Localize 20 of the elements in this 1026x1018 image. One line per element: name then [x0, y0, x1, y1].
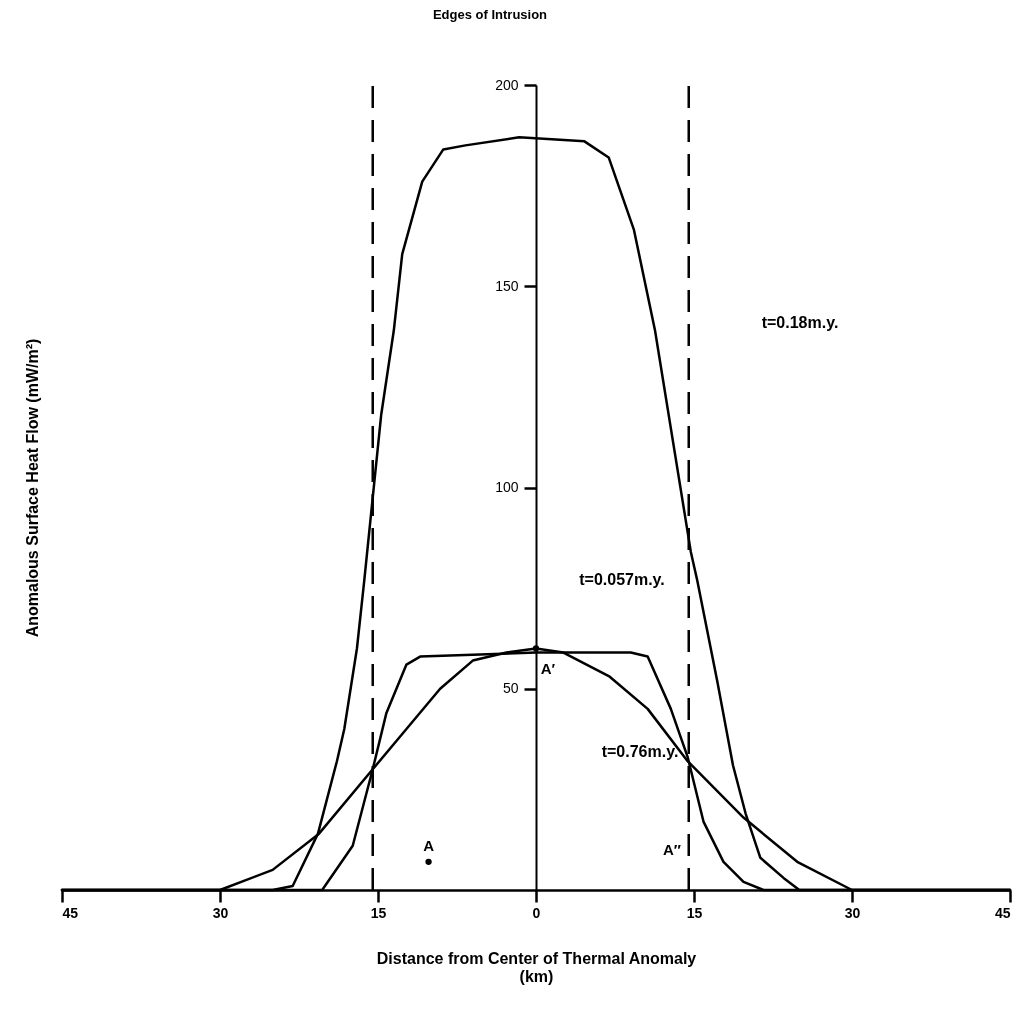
y-tick-label: 150	[495, 277, 519, 294]
x-tick-label: 30	[844, 904, 861, 921]
x-tick-label: 45	[994, 904, 1011, 921]
x-tick-label: 15	[370, 904, 387, 921]
y-tick-label: 50	[502, 680, 519, 697]
annotation: A	[423, 836, 435, 854]
x-axis-title: Distance from Center of Thermal Anomaly (km)	[376, 949, 697, 985]
annotation: A″	[662, 841, 682, 858]
y-axis-title: Anomalous Surface Heat Flow (mW/m²)	[23, 338, 41, 638]
text: Edges of Intrusion	[432, 7, 548, 22]
annotation: t=0.057m.y.	[579, 571, 665, 588]
annotation: t=0.76m.y.	[601, 743, 679, 760]
x-tick-label: 45	[62, 904, 79, 921]
annotation: t=0.18m.y.	[761, 314, 839, 331]
x-tick-label: 0	[532, 904, 541, 921]
y-tick-label: 100	[495, 479, 519, 495]
annotation: A′	[540, 659, 556, 677]
x-tick-label: 30	[212, 904, 229, 921]
x-tick-label: 15	[686, 904, 703, 921]
y-tick-label: 200	[495, 76, 519, 93]
